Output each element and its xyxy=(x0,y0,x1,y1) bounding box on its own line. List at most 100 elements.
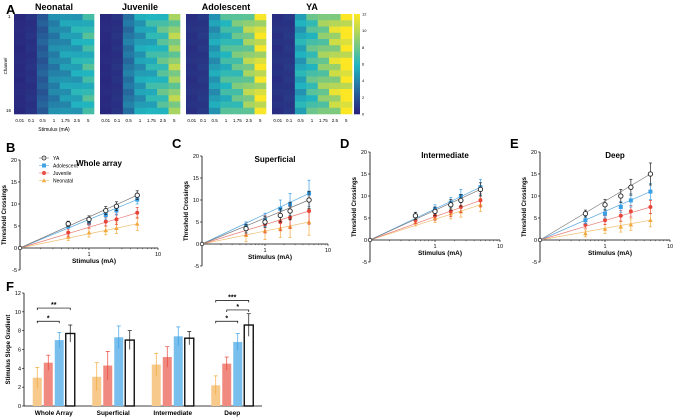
colorbar-segment xyxy=(354,66,360,69)
heatmap-cell xyxy=(48,20,61,27)
y-tick-label: 15 xyxy=(361,172,367,178)
heatmap-cell xyxy=(25,70,38,77)
heatmap-cell xyxy=(122,89,135,96)
heatmap-cell xyxy=(82,14,95,21)
heatmap-cell xyxy=(134,64,147,71)
heatmap-cell xyxy=(306,32,319,40)
bar-y-label: Stimulus Slope Gradient xyxy=(6,315,12,385)
heatmap-cell xyxy=(145,57,158,65)
heatmap-cell xyxy=(294,39,307,46)
colorbar-segment xyxy=(354,88,360,91)
heatmap-cell xyxy=(272,89,284,96)
heatmap-cell xyxy=(82,39,95,46)
heatmap-title: Juvenile xyxy=(122,2,158,12)
colorbar-segment xyxy=(354,58,360,61)
heatmap-cell xyxy=(71,89,83,96)
point-neonatal xyxy=(648,217,653,222)
heatmap-cell xyxy=(254,70,267,77)
heatmap-cell xyxy=(186,76,198,84)
heatmap-cell xyxy=(306,26,319,34)
heatmap-cell xyxy=(243,101,255,109)
colorbar-segment xyxy=(354,52,360,55)
heatmap-cell xyxy=(145,89,158,96)
heatmap-cell xyxy=(145,82,158,90)
heatmap-cell xyxy=(254,39,267,46)
heatmap-cell xyxy=(294,107,307,115)
colorbar-tick: 2 xyxy=(362,95,365,100)
x-tick-label: 10 xyxy=(325,248,331,254)
heatmap-cell xyxy=(254,95,267,102)
heatmap-cell xyxy=(243,51,255,59)
colorbar-segment xyxy=(354,74,360,77)
x-tick-label: 1 xyxy=(263,248,266,254)
point-adolescent xyxy=(583,218,588,223)
heatmap-cell xyxy=(59,64,72,71)
bar-adolescent xyxy=(173,336,183,406)
heatmap-cell xyxy=(220,107,233,115)
heatmap-cell xyxy=(71,32,83,40)
heatmap-cell xyxy=(122,51,135,59)
origin-point xyxy=(367,237,373,243)
heatmap-cell xyxy=(254,101,267,109)
colorbar-segment xyxy=(354,48,360,51)
heatmap-cell xyxy=(71,76,83,84)
heatmap-cell xyxy=(157,64,169,71)
y-tick-label: 0 xyxy=(196,242,199,248)
point-ya xyxy=(287,208,293,214)
heatmap-cell xyxy=(243,39,255,46)
bar-y-tick-label: 12 xyxy=(15,291,21,297)
heatmap-cell xyxy=(317,26,330,34)
heatmap-cell xyxy=(100,95,112,102)
point-ya xyxy=(86,216,92,223)
heatmap-ytick-bottom: 16 xyxy=(6,108,12,113)
heatmap-cell xyxy=(294,101,307,109)
heatmap-cell xyxy=(122,64,135,71)
heatmap-cell xyxy=(25,107,38,115)
heatmap-xtick: 2.5 xyxy=(74,118,81,123)
heatmap-cell xyxy=(272,76,284,84)
heatmap-cell xyxy=(283,89,296,96)
significance-bracket xyxy=(215,320,239,324)
heatmap-cell xyxy=(14,14,26,21)
heatmap-cell xyxy=(272,82,284,90)
heatmap-cell xyxy=(329,51,341,59)
legend-label: Neonatal xyxy=(53,178,73,184)
heatmap-cell xyxy=(157,14,169,21)
heatmap-cell xyxy=(48,26,61,34)
point-neonatal xyxy=(602,226,608,231)
heatmap-cell xyxy=(197,89,210,96)
heatmap-cell xyxy=(168,95,181,102)
legend-label: Adolescent xyxy=(53,163,78,169)
heatmap-cell xyxy=(340,26,353,34)
heatmap-cell xyxy=(220,57,233,65)
heatmap-cell xyxy=(14,95,26,102)
x-axis-label: Stimulus (mA) xyxy=(418,250,462,257)
bar-chart: 0 2 4 6 8 10 12 Stimulus Slope Gradient Whole Ar… xyxy=(6,291,262,417)
heatmap-cell xyxy=(48,107,61,115)
point-adolescent xyxy=(628,198,633,203)
heatmap-cell xyxy=(71,26,83,34)
heatmap-cell xyxy=(208,57,221,65)
y-tick-label: -5 xyxy=(362,260,367,266)
x-axis-label: Stimulus (mA) xyxy=(72,258,116,265)
y-tick-label: 5 xyxy=(14,224,17,230)
heatmap-cell xyxy=(254,45,267,52)
heatmap-cell xyxy=(283,45,296,52)
heatmap-xtick: 5 xyxy=(173,118,176,123)
colorbar-tick: 0 xyxy=(362,112,365,117)
heatmap-cell xyxy=(59,51,72,59)
origin-point xyxy=(199,241,205,247)
heatmap-cell xyxy=(36,32,49,40)
heatmap-cell xyxy=(340,101,353,109)
heatmap-cell xyxy=(306,76,319,84)
heatmap-cell xyxy=(340,14,353,21)
heatmap-cell xyxy=(168,107,181,115)
fit-line-adolescent xyxy=(201,193,310,245)
bar-adolescent xyxy=(54,340,64,406)
colorbar-segment xyxy=(354,68,360,71)
heatmap-cell xyxy=(283,64,296,71)
y-tick-label: 20 xyxy=(11,158,17,164)
heatmap-cell xyxy=(36,76,49,84)
